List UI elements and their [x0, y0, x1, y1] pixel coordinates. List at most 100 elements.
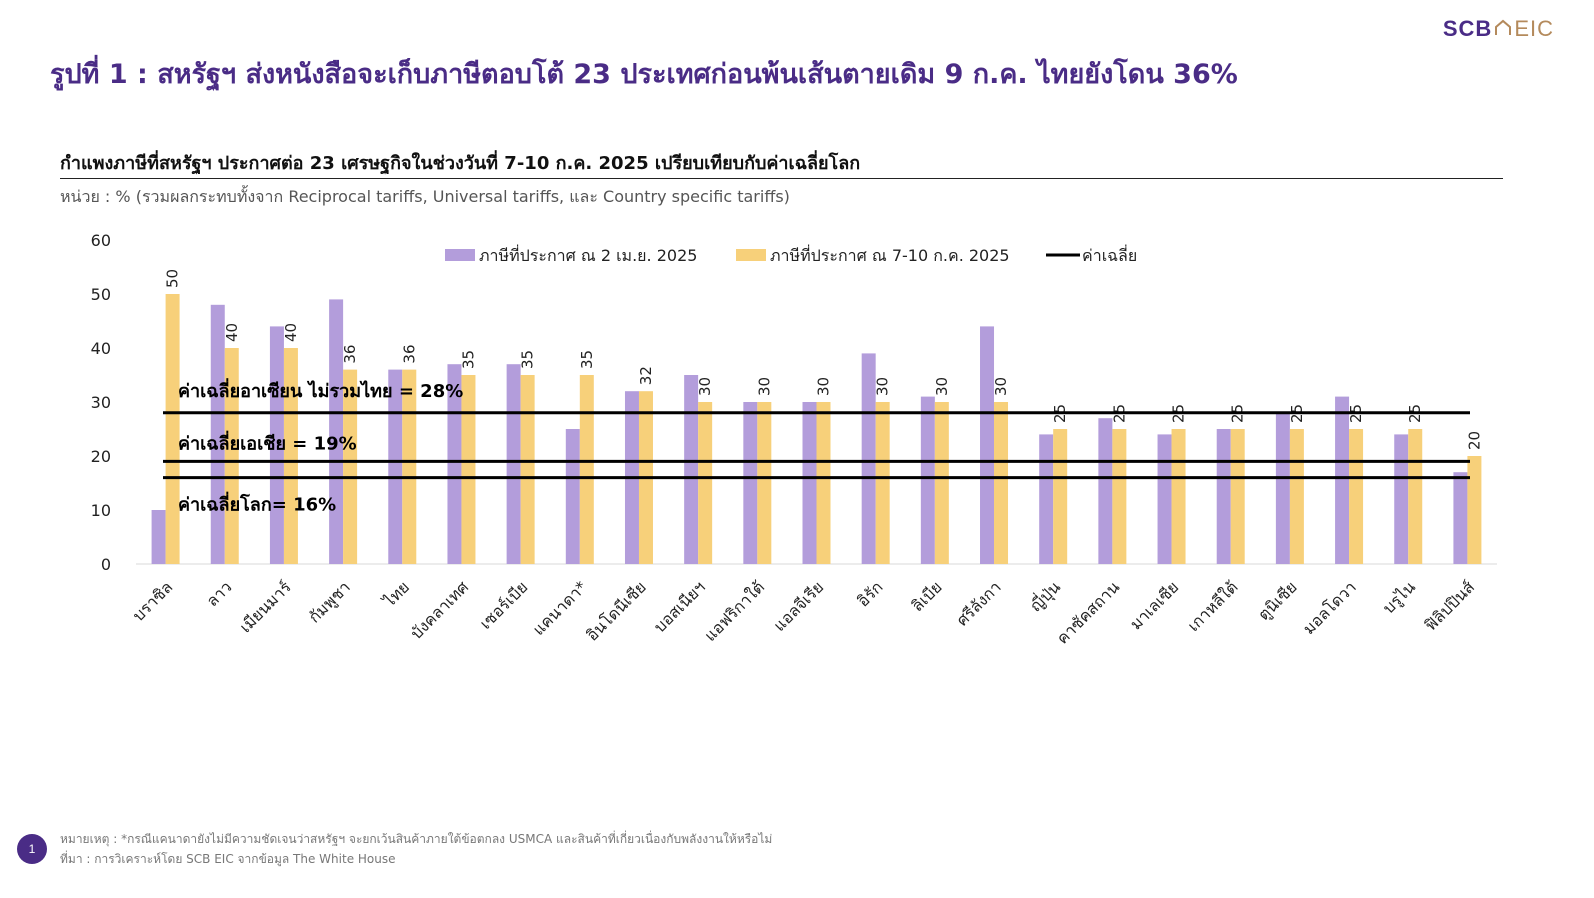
footnote-note: หมายเหตุ : *กรณีแคนาดายังไม่มีความชัดเจน… — [60, 832, 773, 846]
bar-apr-4 — [388, 369, 403, 564]
legend-label-apr: ภาษีที่ประกาศ ณ 2 เม.ย. 2025 — [479, 244, 697, 265]
bar-jul-2 — [283, 348, 298, 564]
x-tick-label: แอฟริกาใต้ — [700, 577, 768, 645]
bar-jul-21 — [1408, 429, 1423, 564]
data-label-jul: 30 — [755, 377, 773, 396]
bar-apr-16 — [1098, 418, 1113, 564]
bar-jul-11 — [816, 402, 831, 564]
x-tick-label: ฟิลิปปินส์ — [1421, 577, 1479, 635]
y-tick-label: 50 — [91, 285, 111, 304]
x-tick-label: บราซิล — [129, 577, 177, 625]
reference-line-label: ค่าเฉลี่ยอาเซียน ไม่รวมไทย = 28% — [178, 378, 463, 402]
logo-eic: EIC — [1514, 16, 1554, 41]
bar-apr-21 — [1394, 434, 1409, 564]
data-label-jul: 35 — [519, 350, 537, 369]
bar-jul-9 — [698, 402, 713, 564]
data-label-jul: 30 — [933, 377, 951, 396]
bars — [151, 294, 1482, 564]
reference-line-label: ค่าเฉลี่ยเอเชีย = 19% — [178, 430, 357, 454]
y-tick-label: 20 — [91, 447, 111, 466]
x-tick-label: เกาหลีใต้ — [1184, 577, 1242, 635]
x-tick-label: คาซัคสถาน — [1053, 577, 1123, 647]
y-tick-label: 10 — [91, 501, 111, 520]
bar-apr-13 — [920, 396, 935, 564]
x-tick-label: ลิเบีย — [908, 577, 946, 615]
bar-apr-9 — [684, 375, 699, 564]
bar-apr-1 — [210, 304, 225, 564]
bar-jul-22 — [1467, 456, 1482, 564]
legend-swatch-apr — [445, 249, 475, 261]
bar-jul-3 — [343, 369, 358, 564]
x-tick-label: บรูไน — [1379, 577, 1420, 618]
bar-jul-18 — [1230, 429, 1245, 564]
x-tick-label: เซอร์เบีย — [476, 577, 532, 633]
data-label-jul: 50 — [164, 269, 182, 288]
bar-apr-2 — [269, 326, 284, 564]
x-tick-label: อิรัก — [853, 577, 886, 610]
bar-apr-10 — [743, 402, 758, 564]
data-label-jul: 32 — [637, 366, 655, 385]
x-tick-label: ตูนิเซีย — [1254, 577, 1301, 624]
x-tick-label: บอสเนียฯ — [650, 577, 709, 636]
unit-note: หน่วย : % (รวมผลกระทบทั้งจาก Reciprocal … — [60, 187, 790, 206]
bar-jul-4 — [402, 369, 417, 564]
bar-apr-11 — [802, 402, 817, 564]
bar-jul-0 — [165, 294, 180, 564]
bar-jul-6 — [520, 375, 535, 564]
bar-jul-17 — [1171, 429, 1186, 564]
x-tick-label: มาเลเซีย — [1126, 577, 1182, 633]
bar-jul-16 — [1112, 429, 1127, 564]
bar-jul-20 — [1349, 429, 1364, 564]
bar-apr-3 — [329, 299, 344, 564]
bar-jul-5 — [461, 375, 476, 564]
x-tick-label: อินโดนีเซีย — [583, 577, 650, 644]
data-label-jul: 36 — [400, 345, 418, 364]
x-tick-label: ไทย — [378, 577, 413, 612]
bar-jul-19 — [1289, 429, 1304, 564]
bar-apr-20 — [1335, 396, 1350, 564]
bar-apr-7 — [565, 429, 580, 564]
bar-apr-6 — [506, 364, 521, 564]
bar-jul-1 — [224, 348, 239, 564]
y-tick-label: 0 — [101, 555, 111, 574]
x-tick-label: แอลจีเรีย — [770, 577, 828, 635]
bar-jul-12 — [875, 402, 890, 564]
bar-apr-19 — [1275, 412, 1290, 564]
bar-apr-17 — [1157, 434, 1172, 564]
data-label-jul: 30 — [992, 377, 1010, 396]
bar-jul-14 — [994, 402, 1009, 564]
bar-apr-22 — [1453, 472, 1468, 564]
house-outline-icon — [1495, 19, 1512, 35]
y-tick-label: 40 — [91, 339, 111, 358]
bar-jul-7 — [579, 375, 594, 564]
footnote-source: ที่มา : การวิเคราะห์โดย SCB EIC จากข้อมู… — [60, 852, 396, 866]
data-label-jul: 30 — [874, 377, 892, 396]
title-divider — [60, 178, 1503, 179]
data-label-jul: 30 — [696, 377, 714, 396]
bar-apr-0 — [151, 510, 166, 564]
data-label-jul: 36 — [341, 345, 359, 364]
chart-title: กำแพงภาษีที่สหรัฐฯ ประกาศต่อ 23 เศรษฐกิจ… — [60, 153, 861, 174]
y-tick-label: 60 — [91, 231, 111, 250]
y-tick-label: 30 — [91, 393, 111, 412]
x-tick-label: แคนาดา* — [529, 577, 591, 639]
bar-apr-14 — [980, 326, 995, 564]
legend-swatch-jul — [736, 249, 766, 261]
logo-scb: SCB — [1442, 16, 1493, 41]
x-tick-label: บังคลาเทศ — [407, 577, 473, 643]
bar-jul-10 — [757, 402, 772, 564]
bar-jul-13 — [934, 402, 949, 564]
legend-label-avg: ค่าเฉลี่ย — [1082, 244, 1137, 265]
data-label-jul: 35 — [578, 350, 596, 369]
legend: ภาษีที่ประกาศ ณ 2 เม.ย. 2025 ภาษีที่ประกา… — [445, 244, 1137, 265]
scb-eic-logo: SCB EIC — [1443, 16, 1554, 42]
page-title: รูปที่ 1 : สหรัฐฯ ส่งหนังสือจะเก็บภาษีตอ… — [50, 59, 1238, 90]
x-tick-label: เมียนมาร์ — [236, 577, 295, 636]
x-tick-label: ลาว — [203, 577, 236, 610]
data-label-jul: 20 — [1465, 431, 1483, 450]
x-tick-label: กัมพูชา — [305, 577, 355, 627]
data-label-jul: 30 — [815, 377, 833, 396]
page-number: 1 — [17, 834, 47, 864]
